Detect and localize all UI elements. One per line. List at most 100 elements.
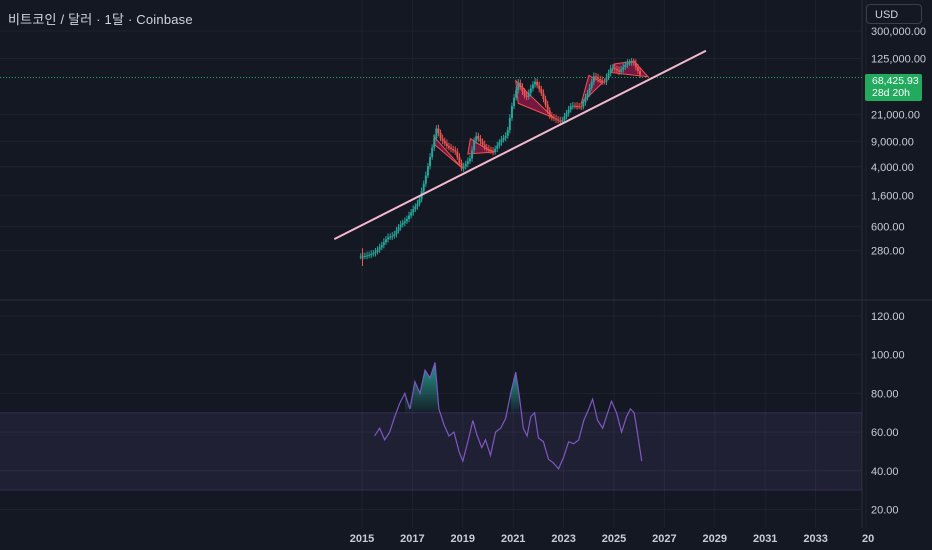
candle-body [487, 148, 490, 150]
candle-body [513, 97, 516, 106]
time-axis-label: 2015 [350, 533, 374, 545]
candle-body [456, 151, 459, 158]
time-axis-label: 2019 [451, 533, 475, 545]
candle-body [422, 183, 425, 192]
candle-body [613, 67, 616, 70]
time-axis-label: 2025 [602, 533, 626, 545]
price-axis-label: 4,000.00 [871, 162, 914, 174]
candle-body [594, 76, 597, 78]
candle-body [508, 118, 511, 131]
candle-body [496, 145, 499, 149]
rsi-band [0, 412, 862, 491]
candle-body [620, 69, 623, 72]
candle-body [405, 218, 408, 222]
price-axis-label: 1,600.00 [871, 191, 914, 203]
candle-body [437, 128, 440, 133]
price-axis-label: 300,000.00 [871, 26, 926, 38]
rsi-line [374, 362, 643, 470]
candle-body [445, 143, 448, 146]
candle-body [391, 235, 394, 237]
candle-body [546, 104, 549, 111]
last-price-label: 68,425.93 28d 20h [865, 74, 922, 101]
candle-body [393, 234, 396, 236]
candle-body [580, 106, 583, 108]
candle-body [517, 82, 520, 91]
rsi-overbought-fill [404, 362, 439, 413]
candle-body [534, 81, 537, 85]
candle-body [498, 142, 501, 146]
candle-body [403, 221, 406, 223]
candle-body [525, 95, 528, 97]
candle-body [468, 158, 471, 162]
candle-body [389, 236, 392, 238]
candle-body [384, 239, 387, 243]
candle-body [494, 148, 497, 152]
candle-body [544, 98, 547, 105]
candle-body [366, 255, 369, 257]
candle-body [485, 147, 488, 149]
candle-body [424, 175, 427, 184]
candle-body [376, 249, 379, 252]
candle-body [510, 105, 513, 119]
candle-body [592, 76, 595, 83]
candle-body [502, 137, 505, 140]
candle-body [578, 106, 581, 108]
candle-body [540, 89, 543, 94]
candle-body [529, 88, 532, 93]
candle-body [471, 150, 474, 159]
candle-body [433, 138, 436, 148]
candle-body [542, 93, 545, 99]
candle-body [618, 70, 621, 72]
candle-body [611, 67, 614, 69]
candle-body [630, 61, 633, 63]
candle-body [548, 110, 551, 117]
candle-body [615, 69, 618, 71]
rsi-axis-label: 100.00 [871, 350, 905, 362]
candle-body [599, 78, 602, 81]
candle-body [609, 68, 612, 73]
candle-body [443, 140, 446, 144]
candle-body [597, 77, 600, 79]
time-axis-label: 2021 [501, 533, 525, 545]
candle-body [601, 80, 604, 82]
candle-body [527, 92, 530, 97]
candle-body [603, 81, 606, 83]
candle-body [636, 67, 639, 72]
candle-body [464, 163, 467, 167]
candle-body [523, 91, 526, 96]
candle-body [588, 87, 591, 94]
time-axis-label: 20 [862, 533, 874, 545]
candle-body [628, 62, 631, 64]
candle-body [435, 128, 438, 139]
candle-body [450, 147, 453, 149]
candle-body [586, 93, 589, 98]
candle-body [439, 132, 442, 139]
candle-body [538, 85, 541, 90]
time-axis-label: 2023 [551, 533, 575, 545]
currency-button[interactable]: USD [866, 4, 922, 24]
candle-body [416, 203, 419, 207]
candle-body [374, 251, 377, 254]
candle-body [582, 102, 585, 107]
candle-body [378, 247, 381, 250]
candle-body [492, 150, 495, 152]
candle-body [414, 206, 417, 210]
time-axis-label: 2029 [703, 533, 727, 545]
price-axis-label: 21,000.00 [871, 110, 920, 122]
rsi-axis-label: 40.00 [871, 466, 899, 478]
time-axis-label: 2017 [400, 533, 424, 545]
candle-body [559, 120, 562, 122]
candle-body [515, 90, 518, 98]
candle-body [561, 120, 564, 122]
candle-body [397, 227, 400, 231]
candle-body [626, 63, 629, 65]
candle-body [382, 242, 385, 246]
candle-body [571, 105, 574, 107]
candle-body [359, 256, 362, 258]
candle-body [401, 222, 404, 225]
candle-body [531, 84, 534, 89]
candle-body [410, 212, 413, 216]
candle-body [408, 215, 411, 219]
candle-body [624, 64, 627, 68]
